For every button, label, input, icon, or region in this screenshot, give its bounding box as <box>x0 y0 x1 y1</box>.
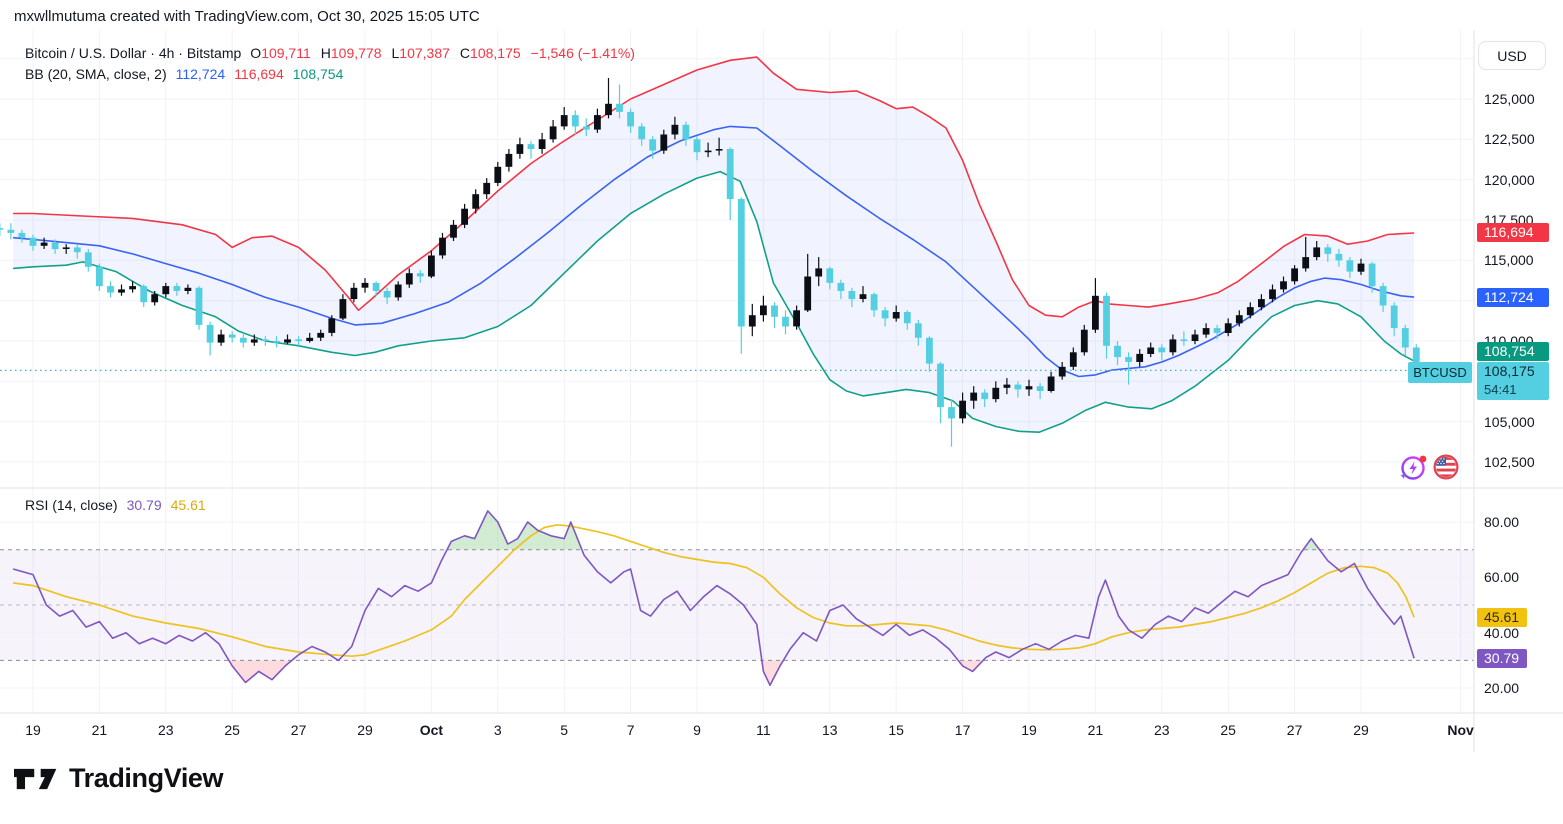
time-axis-label: 25 <box>1220 722 1236 738</box>
rsi-legend[interactable]: RSI (14, close) 30.79 45.61 <box>25 497 206 513</box>
spark-ai-icon[interactable] <box>1398 452 1428 482</box>
time-axis-label: 21 <box>91 722 108 738</box>
bb-basis-value: 112,724 <box>175 66 226 82</box>
time-axis-label: 11 <box>756 722 771 738</box>
tradingview-logo-text: TradingView <box>69 763 224 793</box>
time-axis-label: 23 <box>158 722 174 738</box>
bb-label: BB (20, SMA, close, 2) <box>25 66 167 82</box>
us-flag-icon[interactable] <box>1431 452 1461 482</box>
time-axis-label: 21 <box>1087 722 1104 738</box>
bb-lower-price-badge: 108,754 <box>1477 342 1549 361</box>
rsi-lines <box>12 510 1415 687</box>
ohlc-values: O109,711 H109,778 L107,387 C108,175 −1,5… <box>250 45 635 61</box>
time-axis-label: Nov <box>1447 722 1474 738</box>
time-axis-label: Oct <box>419 722 444 738</box>
time-axis-label: 15 <box>888 722 904 738</box>
bb-bands <box>13 56 1415 434</box>
time-axis-label: 3 <box>493 722 502 738</box>
rsi-ma-badge: 45.61 <box>1477 608 1527 627</box>
bb-legend[interactable]: BB (20, SMA, close, 2) 112,724 116,694 1… <box>25 66 343 82</box>
time-axis-label: 7 <box>626 722 635 738</box>
time-axis-label: 17 <box>954 722 971 738</box>
time-axis-label: 9 <box>693 722 701 738</box>
price-axis-label: 122,500 <box>1484 131 1535 148</box>
rsi-axis-label: 80.00 <box>1484 514 1520 530</box>
candlestick-series <box>0 78 1420 447</box>
time-axis[interactable]: 19 21 23 25 27 29 Oct 3 5 7 9 11 13 15 17 19 21 23 25 27 29 N… <box>0 713 1563 753</box>
bar-countdown: 54:41 <box>1484 382 1517 397</box>
tradingview-logo[interactable]: TradingView <box>14 763 224 794</box>
rsi-axis-label: 20.00 <box>1484 680 1520 697</box>
currency-toggle-button[interactable]: USD <box>1478 41 1546 70</box>
rsi-value-badge: 30.79 <box>1477 649 1527 668</box>
symbol-price-tag: BTCUSD <box>1408 362 1472 383</box>
bb-upper-value: 116,694 <box>234 66 284 82</box>
bb-basis-price-badge: 112,724 <box>1477 288 1549 307</box>
time-axis-label: 5 <box>560 722 569 738</box>
change-value: −1,546 (−1.41%) <box>530 45 635 61</box>
time-axis-label: 29 <box>1353 722 1369 738</box>
time-axis-label: 29 <box>357 722 373 738</box>
time-axis-label: 27 <box>290 722 307 738</box>
symbol-title[interactable]: Bitcoin / U.S. Dollar · 4h · Bitstamp <box>25 45 242 61</box>
price-axis-label: 125,000 <box>1484 91 1535 107</box>
tradingview-logo-mark <box>14 768 57 789</box>
time-axis-label: 19 <box>25 722 41 738</box>
price-axis-label: 105,000 <box>1484 413 1535 430</box>
bb-fill <box>13 57 1415 433</box>
time-axis-label: 25 <box>224 722 240 738</box>
symbol-legend[interactable]: Bitcoin / U.S. Dollar · 4h · Bitstamp O1… <box>25 45 635 61</box>
last-price-badge: 108,175 54:41 <box>1477 362 1549 400</box>
last-price-value: 108,175 <box>1484 363 1535 379</box>
rsi-axis-label: 60.00 <box>1484 569 1520 586</box>
bb-upper-price-badge: 116,694 <box>1477 223 1549 242</box>
price-axis-label: 115,000 <box>1484 252 1534 269</box>
rsi-value: 30.79 <box>126 497 162 513</box>
rsi-label: RSI (14, close) <box>25 497 118 513</box>
price-axis-label: 102,500 <box>1484 454 1535 470</box>
time-axis-label: 27 <box>1286 722 1303 738</box>
time-axis-label: 19 <box>1021 722 1037 738</box>
time-axis-label: 13 <box>822 722 838 738</box>
price-axis-label: 120,000 <box>1484 171 1535 188</box>
rsi-ma-value: 45.61 <box>170 497 206 513</box>
time-axis-label: 23 <box>1154 722 1170 738</box>
bb-lower-value: 108,754 <box>292 66 344 82</box>
rsi-axis-label: 40.00 <box>1484 624 1520 641</box>
watermark: mxwllmutuma created with TradingView.com… <box>14 8 480 25</box>
